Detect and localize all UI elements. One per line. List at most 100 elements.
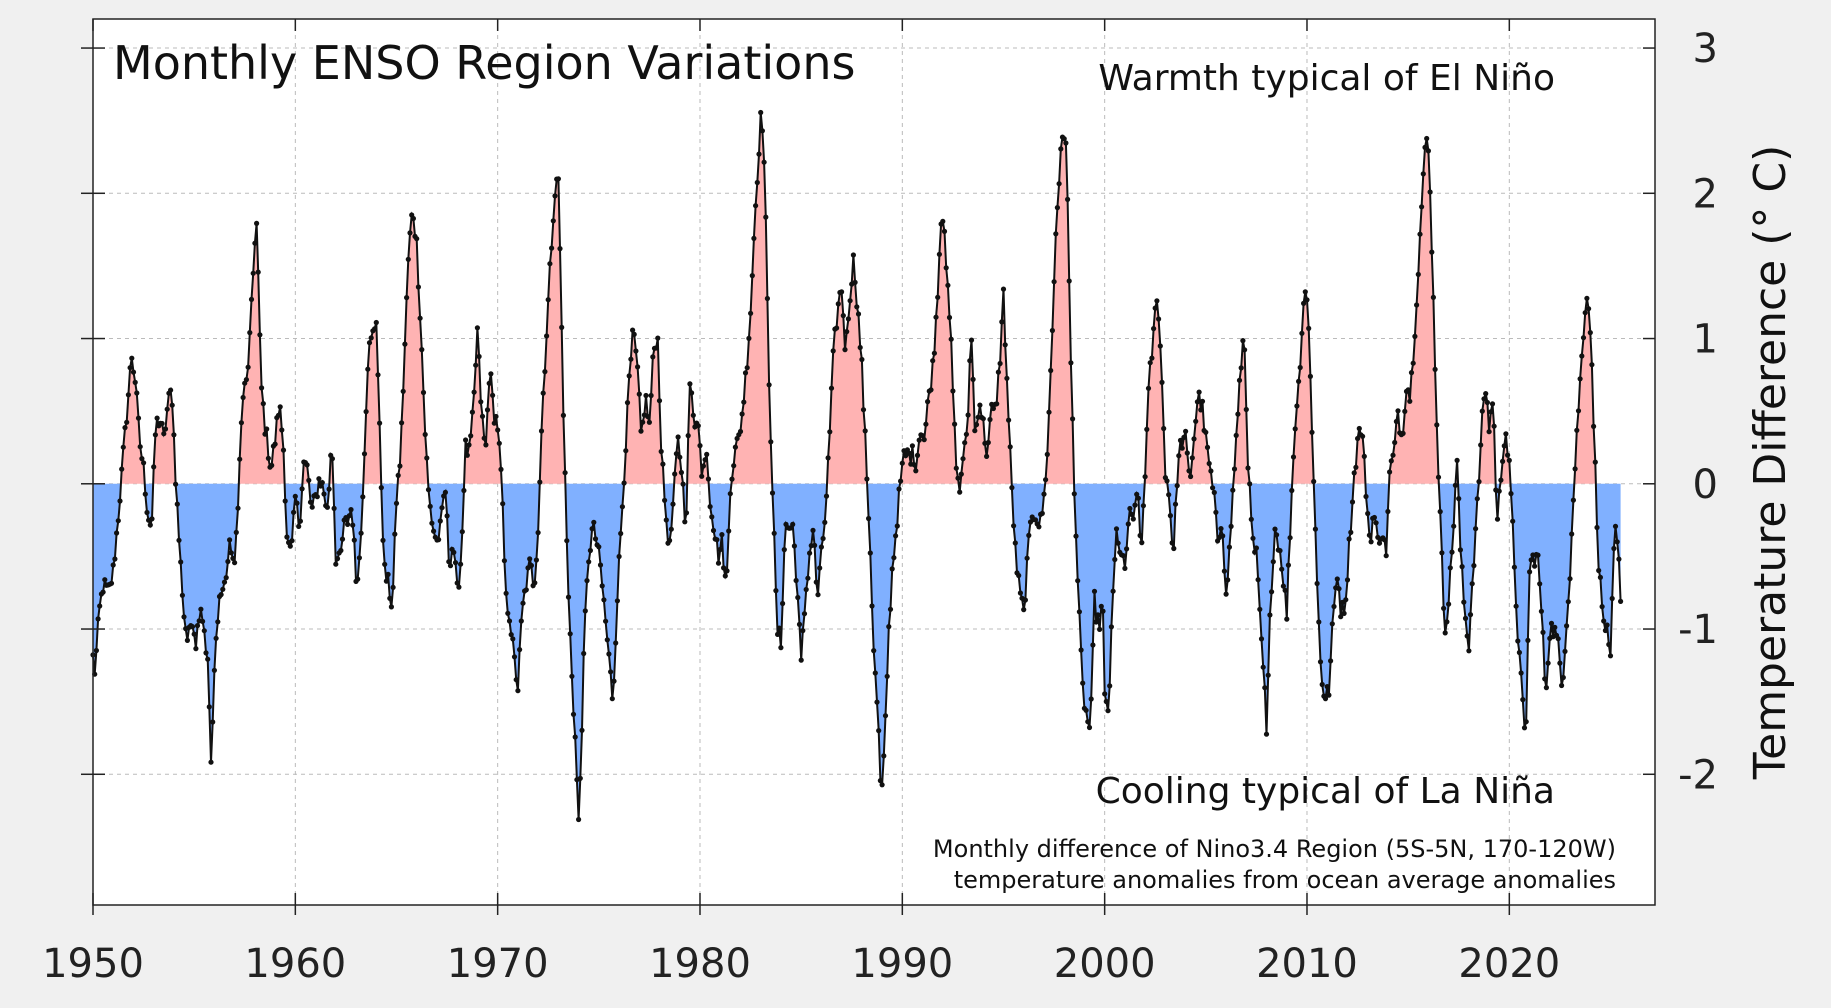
data-point [1376, 540, 1383, 546]
data-point [1316, 619, 1322, 625]
data-point [941, 228, 948, 234]
data-point [1439, 550, 1445, 556]
data-point [1270, 559, 1276, 565]
data-point [564, 538, 570, 544]
data-point [1555, 636, 1561, 642]
data-point [1392, 439, 1398, 446]
data-point [746, 335, 752, 341]
data-point [1108, 624, 1114, 630]
data-point [254, 220, 260, 226]
data-point [859, 356, 865, 363]
data-point [1068, 360, 1074, 366]
data-point [309, 504, 315, 510]
data-point [1125, 521, 1131, 527]
data-point [636, 391, 642, 397]
data-point [1427, 189, 1433, 195]
data-point [1618, 598, 1624, 605]
data-point [1580, 335, 1587, 341]
data-point [1299, 330, 1305, 336]
data-point [582, 608, 588, 614]
data-point [1441, 605, 1447, 611]
data-point [946, 314, 953, 321]
data-point [297, 518, 303, 524]
data-point [1284, 616, 1290, 622]
data-point [1226, 544, 1232, 550]
data-point [766, 382, 772, 388]
data-point [1518, 670, 1524, 676]
data-point [112, 556, 118, 562]
warm-anomaly-area [624, 330, 664, 484]
data-point [1572, 466, 1578, 472]
data-point [122, 425, 128, 431]
data-point [1532, 563, 1538, 569]
data-point [1562, 648, 1568, 655]
data-point [292, 493, 298, 499]
data-point [1012, 540, 1018, 546]
data-point [1046, 409, 1052, 415]
data-point [1328, 658, 1334, 664]
data-point [675, 434, 681, 440]
data-point [282, 498, 288, 504]
data-point [673, 451, 680, 457]
data-point [685, 433, 691, 439]
data-point [1070, 416, 1076, 422]
data-point [442, 489, 448, 495]
data-point [478, 399, 484, 405]
data-point [1444, 619, 1450, 625]
data-point [1100, 608, 1106, 614]
data-point [500, 501, 506, 507]
data-point [466, 442, 472, 448]
data-point [586, 559, 592, 565]
data-point [1459, 564, 1465, 570]
data-point [828, 385, 835, 391]
cool-anomaly-area [1458, 483, 1479, 651]
data-point [781, 547, 787, 553]
data-point [623, 448, 629, 454]
data-point [1579, 353, 1585, 359]
data-point [957, 489, 963, 495]
data-point [1176, 453, 1182, 459]
data-point [505, 610, 511, 616]
data-point [1024, 555, 1030, 561]
data-point [1177, 437, 1184, 443]
data-point [1417, 231, 1423, 237]
data-point [621, 480, 627, 486]
data-point [923, 421, 929, 427]
data-point [1083, 707, 1089, 713]
data-point [383, 578, 389, 584]
data-point [117, 498, 123, 504]
data-point [968, 337, 975, 343]
data-point [710, 527, 717, 534]
data-point [365, 366, 371, 372]
data-point [1253, 545, 1259, 551]
data-point [1484, 399, 1490, 406]
data-point [550, 218, 556, 224]
data-point [1292, 426, 1298, 432]
data-point [319, 480, 325, 486]
data-point [178, 559, 184, 565]
data-point [1481, 396, 1487, 402]
data-point [1606, 641, 1612, 648]
data-point [697, 443, 703, 449]
data-point [1036, 524, 1042, 530]
data-point [380, 537, 386, 544]
data-point [1538, 608, 1544, 614]
data-point [356, 555, 362, 561]
warm-anomaly-area [464, 327, 502, 484]
cool-anomaly-area [1438, 483, 1456, 633]
data-point [151, 464, 157, 470]
data-point [1338, 614, 1344, 620]
data-point [721, 565, 727, 571]
data-point [1382, 537, 1388, 543]
data-point [189, 624, 196, 630]
data-point [307, 499, 314, 505]
data-point [759, 128, 766, 134]
data-point [1414, 302, 1420, 308]
data-point [616, 553, 622, 560]
data-point [818, 544, 825, 550]
data-point [382, 561, 388, 567]
data-point [193, 646, 199, 652]
data-point [1223, 591, 1229, 597]
data-point [638, 428, 644, 434]
